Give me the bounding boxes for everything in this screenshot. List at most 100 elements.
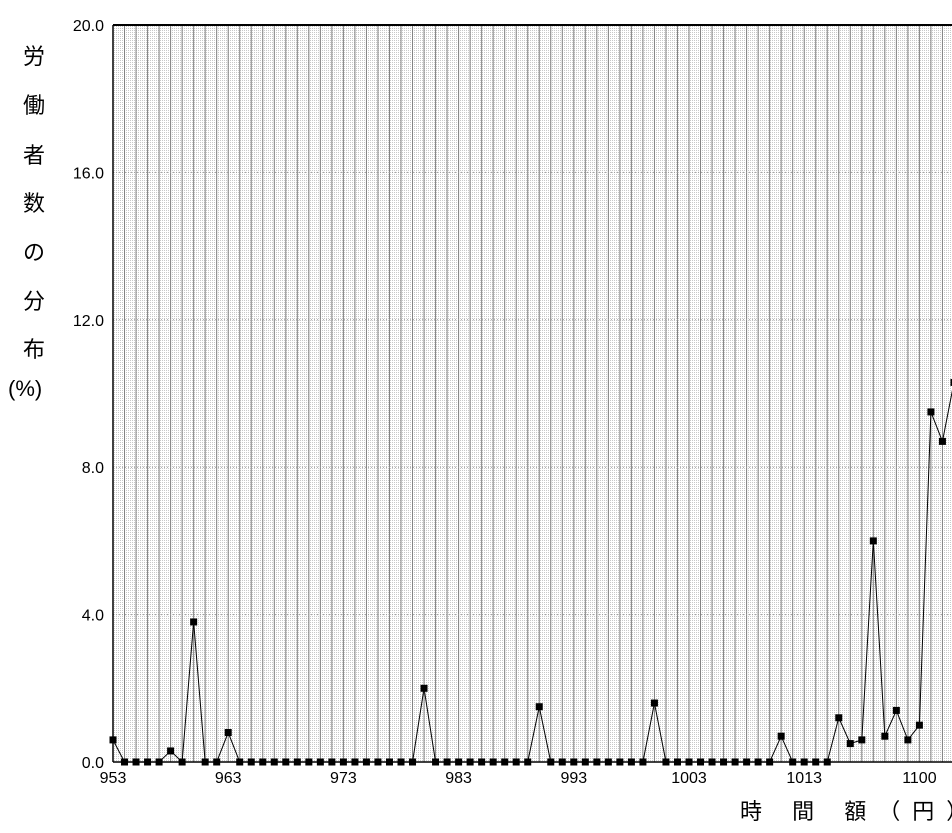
x-tick-label: 983 bbox=[445, 770, 472, 787]
x-tick-label: 953 bbox=[100, 770, 127, 787]
x-tick-label: 963 bbox=[215, 770, 242, 787]
y-tick-label: 12.0 bbox=[73, 313, 104, 330]
data-point bbox=[927, 408, 935, 416]
y-axis-label-char: 労 bbox=[23, 44, 46, 69]
data-point bbox=[259, 758, 267, 766]
x-tick-labels: 953 963 973 983 993 1003 1013 1100 bbox=[100, 770, 937, 787]
y-tick-label: 20.0 bbox=[73, 18, 104, 35]
data-point bbox=[455, 758, 463, 766]
data-point bbox=[800, 758, 808, 766]
data-point bbox=[547, 758, 555, 766]
data-point bbox=[950, 378, 952, 386]
x-tick-label: 1003 bbox=[671, 770, 707, 787]
x-tick-label: 1013 bbox=[786, 770, 822, 787]
y-axis-label-char: の bbox=[23, 240, 46, 265]
data-point bbox=[535, 703, 543, 711]
data-point bbox=[593, 758, 601, 766]
data-point bbox=[385, 758, 393, 766]
data-point bbox=[374, 758, 382, 766]
data-point bbox=[673, 758, 681, 766]
data-point bbox=[466, 758, 474, 766]
data-point bbox=[213, 758, 221, 766]
data-point bbox=[570, 758, 578, 766]
x-tick-label: 993 bbox=[560, 770, 587, 787]
data-point bbox=[846, 740, 854, 748]
data-point bbox=[132, 758, 140, 766]
data-point bbox=[305, 758, 313, 766]
data-point bbox=[501, 758, 509, 766]
data-point bbox=[650, 699, 658, 707]
data-point bbox=[409, 758, 417, 766]
data-point bbox=[662, 758, 670, 766]
y-tick-label: 16.0 bbox=[73, 165, 104, 182]
data-point bbox=[812, 758, 820, 766]
data-point bbox=[904, 736, 912, 744]
data-point bbox=[121, 758, 129, 766]
y-tick-label: 8.0 bbox=[82, 460, 104, 477]
y-axis-label-char: 働 bbox=[23, 93, 46, 118]
data-point bbox=[685, 758, 693, 766]
data-point bbox=[224, 729, 232, 737]
data-point bbox=[190, 618, 198, 626]
data-point bbox=[789, 758, 797, 766]
data-point bbox=[777, 732, 785, 740]
x-tick-label: 1100 bbox=[902, 770, 937, 787]
data-point bbox=[858, 736, 866, 744]
data-point bbox=[512, 758, 520, 766]
data-point bbox=[351, 758, 359, 766]
data-point bbox=[823, 758, 831, 766]
data-point bbox=[144, 758, 152, 766]
data-point bbox=[155, 758, 163, 766]
data-point bbox=[835, 714, 843, 722]
data-point bbox=[478, 758, 486, 766]
data-point bbox=[639, 758, 647, 766]
data-point bbox=[420, 684, 428, 692]
data-markers bbox=[109, 378, 952, 766]
data-point bbox=[524, 758, 532, 766]
data-point bbox=[627, 758, 635, 766]
y-tick-labels: 0.0 4.0 8.0 12.0 16.0 20.0 bbox=[73, 18, 104, 772]
data-point bbox=[604, 758, 612, 766]
data-point bbox=[201, 758, 209, 766]
y-tick-label: 0.0 bbox=[82, 755, 104, 772]
data-point bbox=[616, 758, 624, 766]
y-axis-label-char: 布 bbox=[23, 337, 46, 362]
data-point bbox=[754, 758, 762, 766]
data-point bbox=[869, 537, 877, 545]
data-point bbox=[178, 758, 186, 766]
y-axis-label-char: 者 bbox=[23, 143, 46, 168]
data-point bbox=[558, 758, 566, 766]
y-tick-label: 4.0 bbox=[82, 608, 104, 625]
y-axis-label-char: 分 bbox=[23, 289, 46, 314]
data-point bbox=[708, 758, 716, 766]
data-point bbox=[938, 437, 946, 445]
data-point bbox=[697, 758, 705, 766]
data-point bbox=[743, 758, 751, 766]
y-axis-label-char: 数 bbox=[23, 191, 46, 216]
data-point bbox=[720, 758, 728, 766]
data-point bbox=[167, 747, 175, 755]
data-point bbox=[443, 758, 451, 766]
data-point bbox=[270, 758, 278, 766]
data-point bbox=[328, 758, 336, 766]
data-point bbox=[236, 758, 244, 766]
data-point bbox=[489, 758, 497, 766]
data-point bbox=[109, 736, 117, 744]
data-point bbox=[282, 758, 290, 766]
data-point bbox=[293, 758, 301, 766]
x-tick-label: 973 bbox=[330, 770, 357, 787]
data-point bbox=[362, 758, 370, 766]
data-point bbox=[397, 758, 405, 766]
data-point bbox=[316, 758, 324, 766]
data-point bbox=[915, 721, 923, 729]
data-point bbox=[339, 758, 347, 766]
plot-area bbox=[113, 25, 952, 762]
x-axis-label: 時 間 額（円） bbox=[740, 799, 952, 824]
y-axis-label-char: (%) bbox=[8, 376, 43, 401]
data-point bbox=[766, 758, 774, 766]
data-point bbox=[247, 758, 255, 766]
data-point bbox=[881, 732, 889, 740]
data-point bbox=[731, 758, 739, 766]
data-point bbox=[581, 758, 589, 766]
